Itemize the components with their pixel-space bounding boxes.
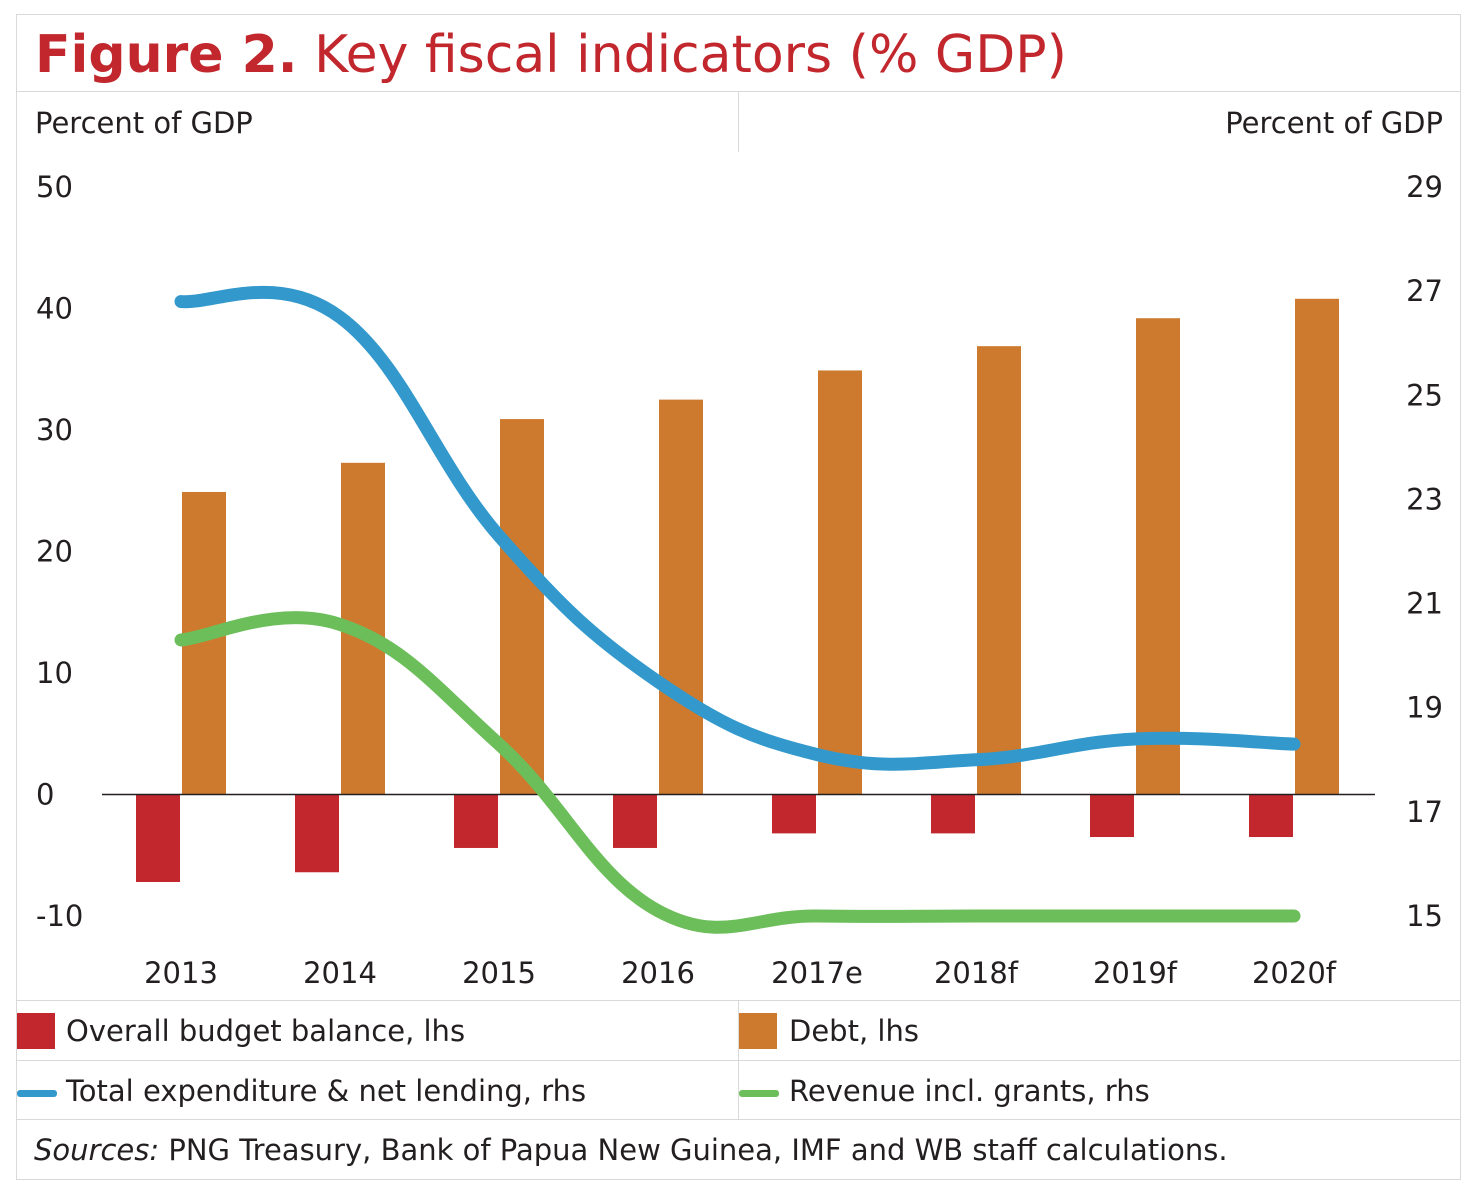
debt-legend-swatch — [739, 1013, 777, 1049]
revenue-legend-swatch — [739, 1090, 779, 1097]
figure-title-text: Key fiscal indicators (% GDP) — [314, 25, 1067, 85]
expenditure-legend-swatch — [17, 1090, 57, 1097]
balance-bar — [454, 794, 498, 848]
revenue-legend-label: Revenue incl. grants, rhs — [789, 1074, 1150, 1108]
debt-bar — [818, 370, 862, 795]
left-axis-ticks: 50 40 30 20 10 0 -10 — [36, 170, 83, 933]
revenue-line — [174, 611, 1301, 934]
right-axis-ticks: 29 27 25 23 21 19 17 15 — [1406, 170, 1443, 933]
debt-bar — [500, 419, 544, 795]
line-series — [174, 285, 1301, 934]
left-tick-label: 0 — [36, 778, 54, 812]
right-axis-unit-label: Percent of GDP — [1225, 106, 1443, 140]
x-axis-ticks: 2013 2014 2015 2016 2017e 2018f 2019f 2020f — [144, 956, 1337, 990]
right-tick-label: 19 — [1406, 691, 1443, 725]
balance-bar — [613, 794, 657, 848]
balance-bars — [136, 794, 1293, 882]
expenditure-legend-label: Total expenditure & net lending, rhs — [66, 1074, 587, 1108]
x-tick-label: 2020f — [1252, 956, 1337, 990]
sources-divider — [16, 1119, 1461, 1120]
right-tick-label: 21 — [1406, 587, 1443, 621]
left-axis-unit-label: Percent of GDP — [35, 106, 253, 140]
balance-bar — [931, 794, 975, 834]
axis-label-divider — [738, 92, 739, 152]
debt-bar — [977, 346, 1021, 795]
chart-plot: 50 40 30 20 10 0 -10 29 27 25 23 21 19 17 15 2013 2014… — [36, 170, 1443, 990]
x-tick-label: 2017e — [771, 956, 863, 990]
legend-top-border — [16, 1000, 1461, 1001]
left-tick-label: 10 — [36, 656, 73, 690]
x-tick-label: 2016 — [621, 956, 695, 990]
sources-note: Sources: PNG Treasury, Bank of Papua New… — [34, 1131, 1228, 1169]
title-divider — [16, 91, 1461, 92]
balance-bar — [295, 794, 339, 873]
figure-frame — [16, 14, 1461, 1180]
right-tick-label: 23 — [1406, 482, 1443, 516]
x-tick-label: 2013 — [144, 956, 218, 990]
right-tick-label: 29 — [1406, 170, 1443, 204]
right-tick-label: 25 — [1406, 378, 1443, 412]
left-tick-label: 50 — [36, 170, 73, 204]
legend-column-divider — [738, 1001, 739, 1119]
figure-title: Figure 2. Key fiscal indicators (% GDP) — [35, 22, 1067, 88]
left-tick-label: 40 — [36, 292, 73, 326]
debt-bar — [1136, 318, 1180, 795]
balance-bar — [1249, 794, 1293, 838]
balance-bar — [772, 794, 816, 834]
balance-bar — [136, 794, 180, 882]
left-tick-label: -10 — [36, 899, 83, 933]
balance-bar — [1090, 794, 1134, 838]
right-tick-label: 17 — [1406, 795, 1443, 829]
sources-text: PNG Treasury, Bank of Papua New Guinea, … — [159, 1133, 1228, 1167]
right-tick-label: 15 — [1406, 899, 1443, 933]
debt-bar — [1295, 298, 1339, 795]
debt-bar — [659, 399, 703, 795]
debt-legend-label: Debt, lhs — [789, 1014, 919, 1048]
balance-legend-swatch — [17, 1013, 55, 1049]
sources-label: Sources: — [34, 1133, 160, 1167]
left-tick-label: 20 — [36, 535, 73, 569]
x-tick-label: 2019f — [1093, 956, 1178, 990]
left-tick-label: 30 — [36, 413, 73, 447]
x-tick-label: 2015 — [462, 956, 536, 990]
x-tick-label: 2018f — [934, 956, 1019, 990]
expenditure-line — [174, 285, 1301, 771]
figure-number: Figure 2. — [35, 25, 298, 85]
balance-legend-label: Overall budget balance, lhs — [66, 1014, 466, 1048]
x-tick-label: 2014 — [303, 956, 377, 990]
right-tick-label: 27 — [1406, 274, 1443, 308]
debt-bars — [182, 298, 1339, 795]
